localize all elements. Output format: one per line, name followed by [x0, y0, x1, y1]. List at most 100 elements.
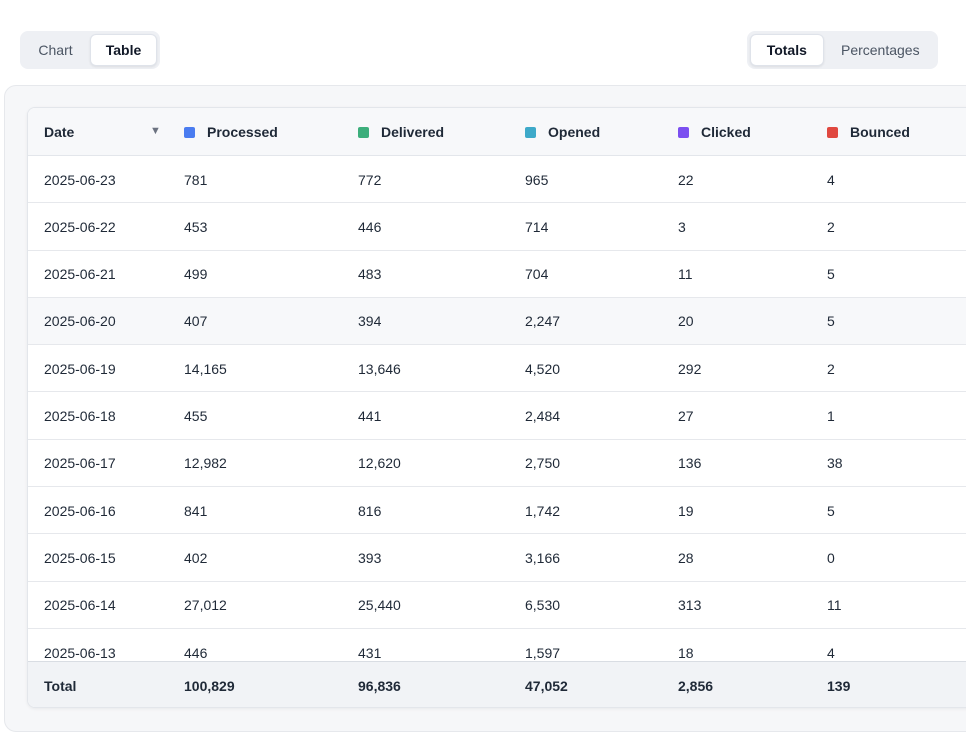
cell-opened: 2,247	[525, 313, 561, 330]
cell-clicked: 18	[678, 644, 694, 661]
cell-opened: 3,166	[525, 549, 561, 566]
cell-clicked: 136	[678, 455, 702, 472]
cell-bounced: 5	[827, 266, 835, 283]
cell-date: 2025-06-21	[44, 266, 116, 283]
cell-clicked: 28	[678, 549, 694, 566]
view-toggle: Chart Table	[20, 31, 160, 69]
cell-opened: 1,597	[525, 644, 561, 661]
cell-processed: 841	[184, 502, 208, 519]
total-label: Total	[44, 678, 77, 694]
cell-delivered: 394	[358, 313, 382, 330]
cell-date: 2025-06-18	[44, 408, 116, 424]
cell-delivered: 772	[358, 171, 382, 188]
cell-clicked: 22	[678, 171, 694, 188]
table-row: 2025-06-19 14,165 13,646 4,520 292 2	[28, 345, 966, 393]
total-opened: 47,052	[525, 678, 568, 694]
cell-bounced: 11	[827, 597, 842, 614]
cell-processed: 453	[184, 218, 208, 235]
cell-date: 2025-06-16	[44, 502, 116, 519]
table-row: 2025-06-22 453 446 714 3 2	[28, 203, 966, 251]
cell-clicked: 313	[678, 597, 702, 614]
stats-table: Date ▼ Processed Delivered Opened Clicke…	[27, 107, 966, 708]
cell-clicked: 3	[678, 218, 686, 235]
mode-toggle: Totals Percentages	[747, 31, 938, 69]
column-header-clicked[interactable]: Clicked	[678, 108, 751, 156]
column-header-processed[interactable]: Processed	[184, 108, 278, 156]
cell-clicked: 292	[678, 360, 702, 377]
cell-delivered: 431	[358, 644, 382, 661]
cell-date: 2025-06-15	[44, 549, 116, 566]
column-label: Clicked	[701, 124, 751, 140]
cell-delivered: 446	[358, 218, 382, 235]
cell-clicked: 19	[678, 502, 694, 519]
cell-opened: 714	[525, 218, 549, 235]
total-clicked: 2,856	[678, 678, 714, 694]
cell-bounced: 5	[827, 502, 835, 519]
cell-processed: 499	[184, 266, 208, 283]
bounced-swatch-icon	[827, 126, 838, 138]
cell-processed: 407	[184, 313, 208, 330]
table-view-button[interactable]: Table	[90, 34, 157, 66]
totals-button[interactable]: Totals	[750, 34, 824, 66]
cell-delivered: 483	[358, 266, 382, 283]
total-bounced: 139	[827, 678, 851, 694]
cell-processed: 27,012	[184, 597, 227, 614]
cell-bounced: 1	[827, 408, 835, 424]
table-row: 2025-06-18 455 441 2,484 27 1	[28, 393, 966, 440]
column-header-date[interactable]: Date	[44, 108, 74, 156]
table-body[interactable]: 2025-06-23 781 772 965 22 4 2025-06-22 4…	[28, 156, 966, 661]
cell-bounced: 2	[827, 218, 835, 235]
column-label: Delivered	[381, 124, 445, 140]
column-label: Processed	[207, 124, 278, 140]
column-header-bounced[interactable]: Bounced	[827, 108, 910, 156]
table-row: 2025-06-14 27,012 25,440 6,530 313 11	[28, 582, 966, 629]
cell-processed: 455	[184, 408, 208, 424]
percentages-button[interactable]: Percentages	[840, 42, 920, 58]
cell-opened: 2,484	[525, 408, 561, 424]
cell-clicked: 27	[678, 408, 694, 424]
table-row: 2025-06-17 12,982 12,620 2,750 136 38	[28, 440, 966, 488]
cell-delivered: 13,646	[358, 360, 401, 377]
cell-bounced: 4	[827, 644, 835, 661]
cell-processed: 446	[184, 644, 208, 661]
cell-processed: 12,982	[184, 455, 227, 472]
cell-delivered: 25,440	[358, 597, 401, 614]
cell-bounced: 38	[827, 455, 843, 472]
cell-delivered: 441	[358, 408, 382, 424]
table-row: 2025-06-13 446 431 1,597 18 4	[28, 629, 966, 661]
cell-delivered: 816	[358, 502, 382, 519]
cell-processed: 14,165	[184, 360, 227, 377]
column-header-opened[interactable]: Opened	[525, 108, 600, 156]
column-header-delivered[interactable]: Delivered	[358, 108, 444, 156]
clipped-description-text	[360, 0, 966, 5]
clicked-swatch-icon	[678, 126, 689, 138]
column-label: Bounced	[850, 124, 910, 140]
cell-processed: 781	[184, 171, 208, 188]
cell-date: 2025-06-23	[44, 171, 116, 188]
cell-date: 2025-06-22	[44, 218, 116, 235]
cell-bounced: 2	[827, 360, 835, 377]
table-row: 2025-06-20 407 394 2,247 20 5	[28, 297, 966, 346]
cell-processed: 402	[184, 549, 208, 566]
cell-date: 2025-06-20	[44, 313, 116, 330]
table-footer-totals: Total 100,829 96,836 47,052 2,856 139	[28, 661, 966, 707]
table-row: 2025-06-23 781 772 965 22 4	[28, 156, 966, 204]
table-row: 2025-06-16 841 816 1,742 19 5	[28, 487, 966, 535]
cell-opened: 2,750	[525, 455, 561, 472]
cell-opened: 965	[525, 171, 549, 188]
opened-swatch-icon	[525, 126, 536, 138]
sort-desc-icon[interactable]: ▼	[150, 125, 161, 137]
chart-view-button[interactable]: Chart	[38, 42, 73, 58]
cell-clicked: 11	[678, 266, 693, 283]
table-row: 2025-06-21 499 483 704 11 5	[28, 251, 966, 298]
cell-date: 2025-06-17	[44, 455, 116, 472]
cell-bounced: 5	[827, 313, 835, 330]
cell-opened: 4,520	[525, 360, 561, 377]
cell-delivered: 12,620	[358, 455, 401, 472]
cell-date: 2025-06-13	[44, 644, 116, 661]
cell-bounced: 0	[827, 549, 835, 566]
cell-clicked: 20	[678, 313, 694, 330]
cell-date: 2025-06-19	[44, 360, 116, 377]
column-label: Opened	[548, 124, 601, 140]
processed-swatch-icon	[184, 126, 195, 138]
